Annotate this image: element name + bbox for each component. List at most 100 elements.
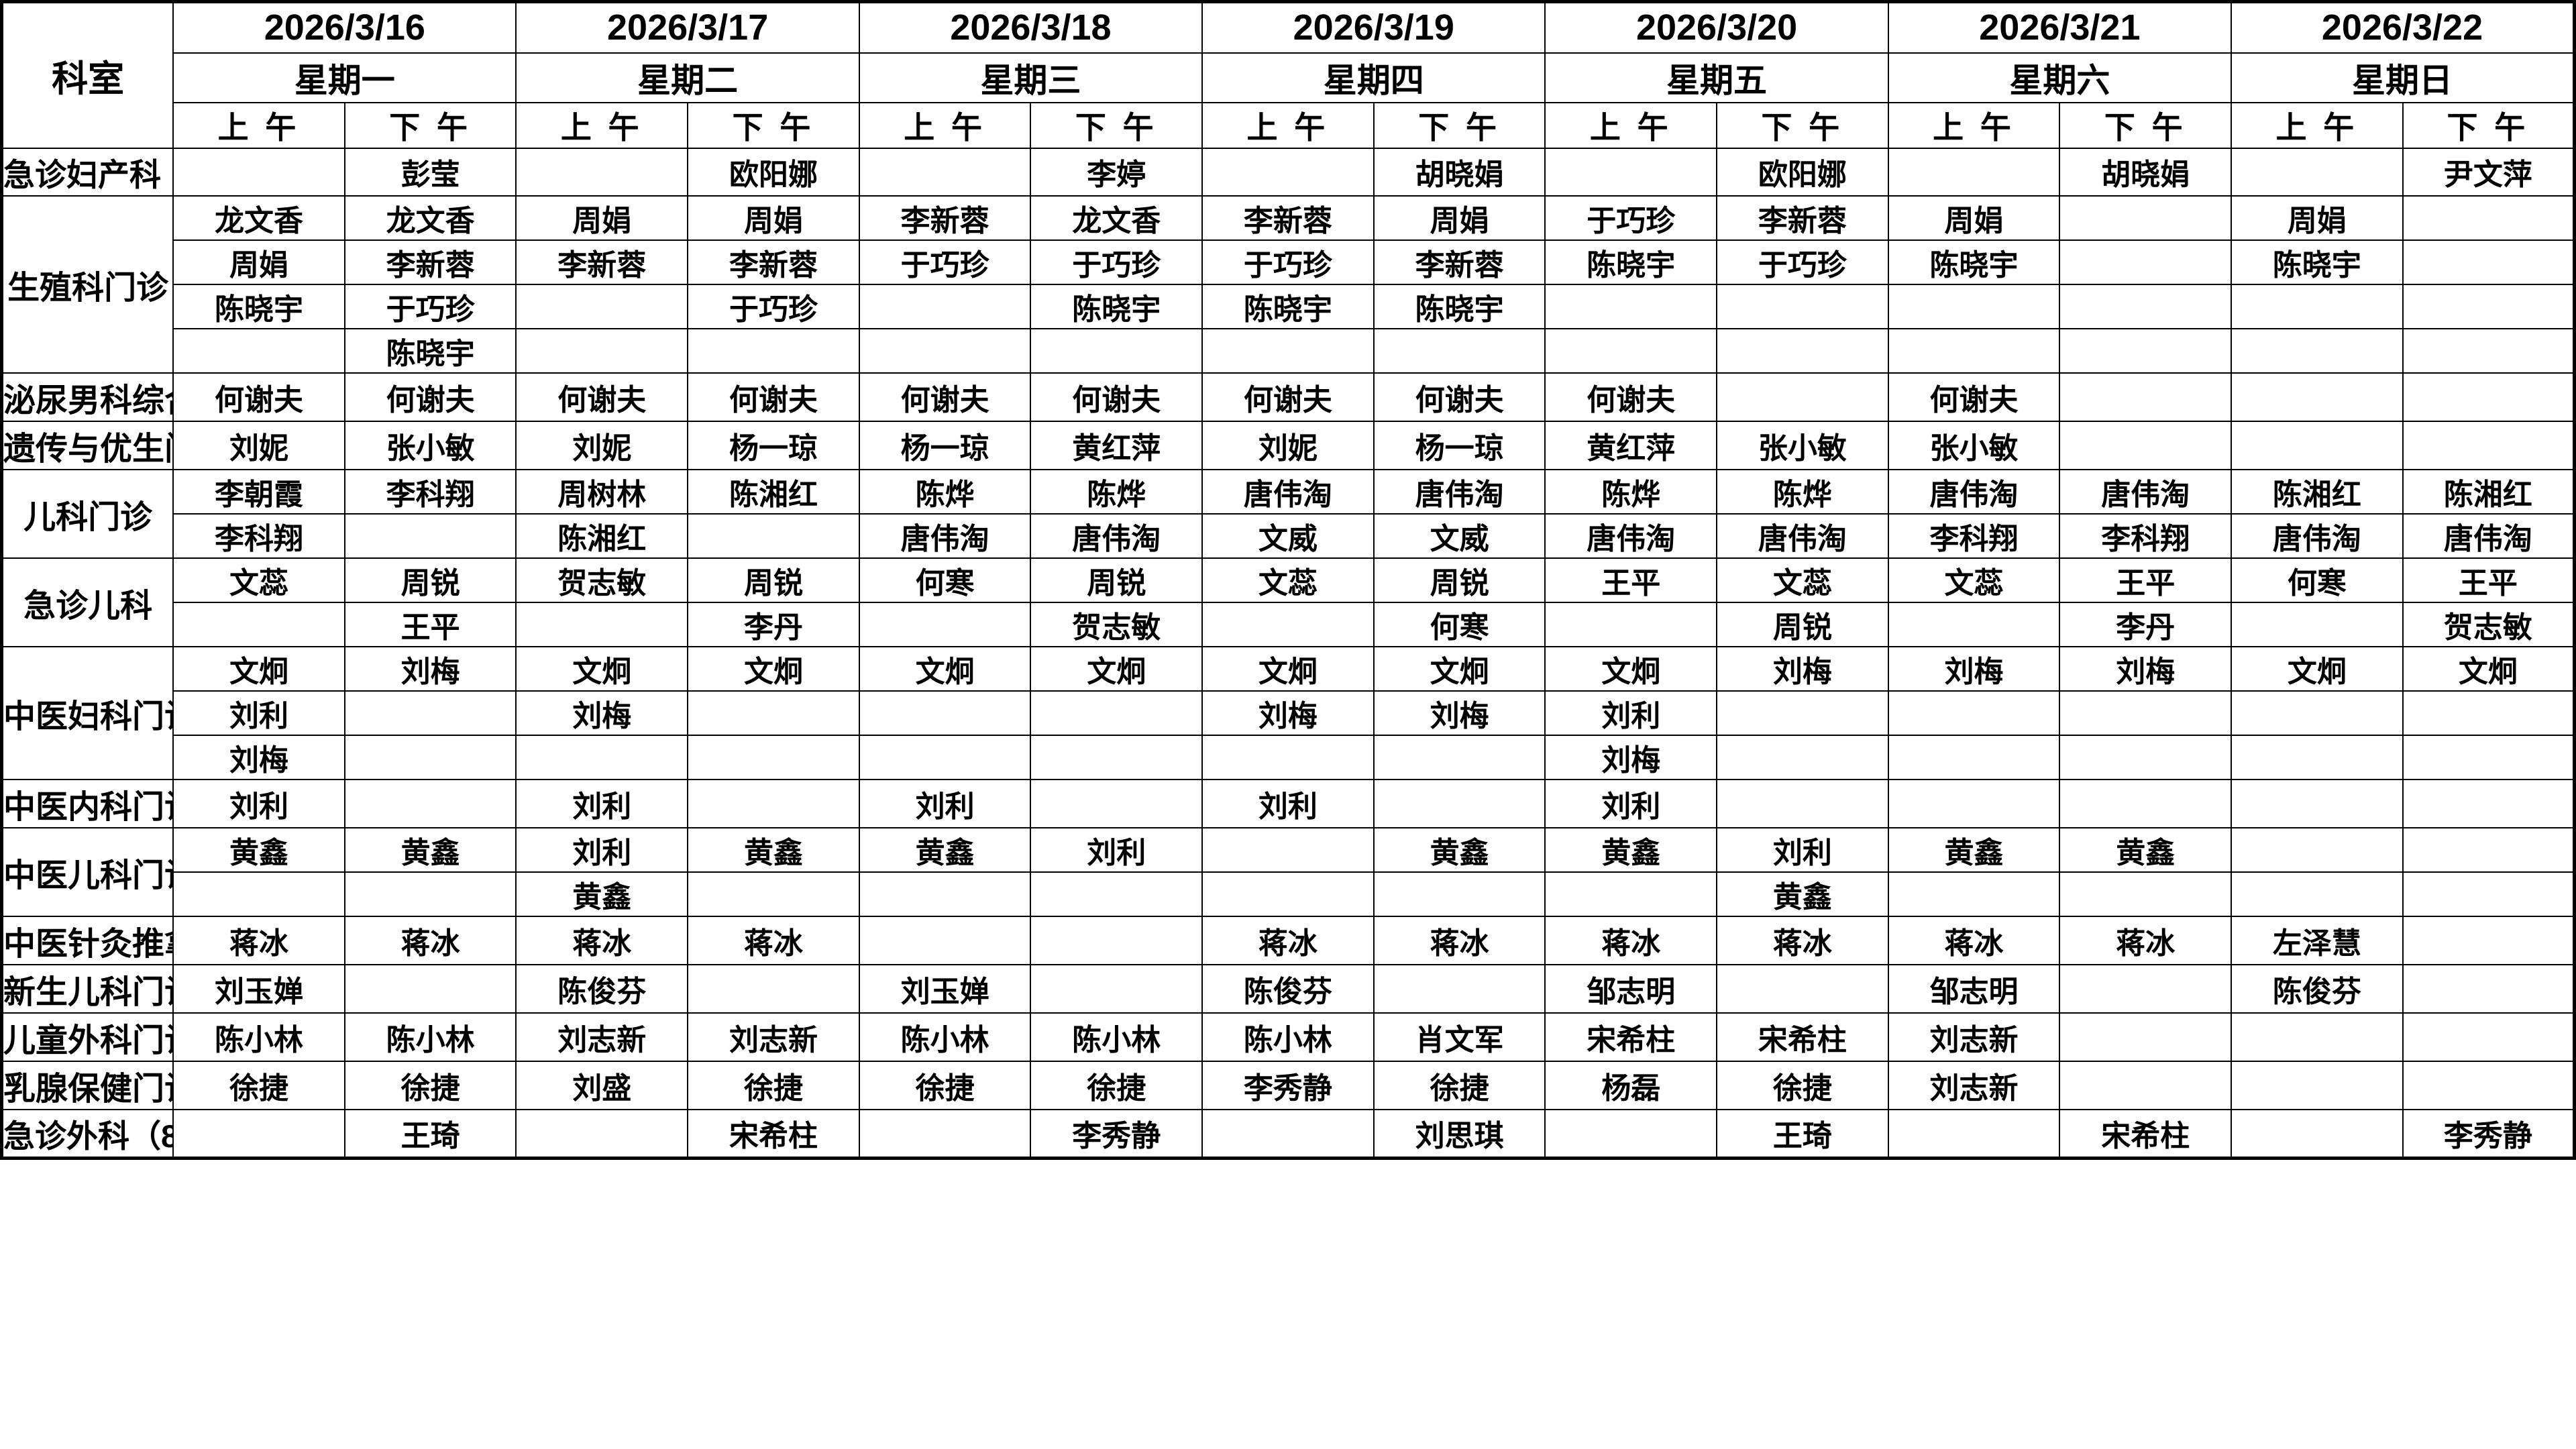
schedule-slot (1887, 734, 2061, 780)
schedule-slot: 唐伟淘 (1030, 513, 1203, 559)
schedule-slot: 刘玉婵 (172, 963, 345, 1014)
header-pm-4: 下 午 (1373, 101, 1546, 149)
schedule-slot: 陈小林 (1201, 1012, 1375, 1062)
schedule-slot (1544, 327, 1718, 374)
schedule-slot (1201, 734, 1375, 780)
schedule-slot (2059, 195, 2233, 241)
schedule-slot (1373, 963, 1546, 1014)
schedule-slot: 黄鑫 (1373, 826, 1546, 873)
schedule-slot: 李新蓉 (1201, 195, 1375, 241)
schedule-slot (2402, 826, 2575, 873)
schedule-slot: 于巧珍 (858, 239, 1032, 285)
schedule-slot (515, 734, 689, 780)
schedule-slot (515, 327, 689, 374)
schedule-slot (2059, 963, 2233, 1014)
schedule-slot: 蒋冰 (515, 915, 689, 965)
schedule-slot: 左泽慧 (2231, 915, 2404, 965)
schedule-slot (2402, 327, 2575, 374)
schedule-slot: 宋希柱 (2059, 1108, 2233, 1159)
schedule-slot: 贺志敏 (2402, 601, 2575, 647)
schedule-slot: 陈俊芬 (2231, 963, 2404, 1014)
schedule-slot: 陈小林 (172, 1012, 345, 1062)
schedule-slot: 张小敏 (343, 420, 517, 470)
schedule-slot: 陈小林 (858, 1012, 1032, 1062)
header-date-5: 2026/3/20 (1544, 1, 1889, 54)
schedule-slot: 邹志明 (1544, 963, 1718, 1014)
schedule-slot: 宋希柱 (687, 1108, 860, 1159)
schedule-slot (515, 601, 689, 647)
schedule-slot: 龙文香 (172, 195, 345, 241)
header-weekday-5: 星期五 (1544, 52, 1889, 103)
schedule-slot: 黄鑫 (1544, 826, 1718, 873)
schedule-slot (2231, 734, 2404, 780)
schedule-slot: 刘妮 (515, 420, 689, 470)
schedule-slot: 何谢夫 (172, 372, 345, 422)
schedule-slot: 何谢夫 (1030, 372, 1203, 422)
department-name: 生殖科门诊 (1, 195, 174, 374)
schedule-row: 急诊妇产科（17:00-21:00） 彭莹 欧阳娜 李婷 胡晓娟 欧阳娜 胡晓娟 尹文萍 (1, 147, 2575, 197)
schedule-row: 儿科门诊 李朝霞 李科翔 周树林 陈湘红 陈烨 陈烨 唐伟淘 唐伟淘 陈烨 陈烨 唐伟淘 唐伟淘 陈湘红陈… (1, 468, 2575, 559)
schedule-slot: 宋希柱 (1544, 1012, 1718, 1062)
schedule-slot: 刘利 (172, 690, 345, 736)
schedule-slot (2402, 778, 2575, 828)
schedule-slot (1030, 734, 1203, 780)
schedule-slot: 龙文香 (1030, 195, 1203, 241)
schedule-slot: 何寒 (1373, 601, 1546, 647)
schedule-slot (2231, 283, 2404, 329)
schedule-slot (343, 871, 517, 917)
schedule-slot (1544, 147, 1718, 197)
department-name: 急诊外科（8：00-次日8:00） (1, 1108, 174, 1159)
schedule-slot (343, 734, 517, 780)
schedule-slot: 唐伟淘 (1716, 513, 1889, 559)
schedule-slot: 于巧珍 (1201, 239, 1375, 285)
schedule-slot (1716, 778, 1889, 828)
department-name: 急诊妇产科（17:00-21:00） (1, 147, 174, 197)
schedule-slot: 李新蓉 (343, 239, 517, 285)
schedule-slot: 黄鑫 (343, 826, 517, 873)
schedule-slot: 周锐 (1373, 557, 1546, 603)
schedule-slot (1373, 871, 1546, 917)
schedule-slot (2402, 239, 2575, 285)
schedule-slot: 贺志敏 (515, 557, 689, 603)
schedule-slot: 陈晓宇 (1201, 283, 1375, 329)
schedule-slot: 李科翔 (1887, 513, 2061, 559)
schedule-slot: 胡晓娟 (1373, 147, 1546, 197)
schedule-slot: 何谢夫 (687, 372, 860, 422)
schedule-slot: 陈俊芬 (515, 963, 689, 1014)
schedule-slot (687, 513, 860, 559)
schedule-slot (2402, 915, 2575, 965)
header-date-2: 2026/3/17 (515, 1, 860, 54)
schedule-slot (2059, 734, 2233, 780)
schedule-slot: 周树林 (515, 468, 689, 515)
schedule-slot: 李丹 (687, 601, 860, 647)
schedule-slot (1887, 871, 2061, 917)
schedule-slot (2402, 372, 2575, 422)
schedule-slot: 李婷 (1030, 147, 1203, 197)
schedule-slot (1030, 327, 1203, 374)
header-weekday-7: 星期日 (2231, 52, 2575, 103)
department-name: 急诊儿科 (1, 557, 174, 647)
schedule-slot: 周娟 (687, 195, 860, 241)
schedule-slot: 刘利 (1716, 826, 1889, 873)
schedule-slot: 文炯 (687, 645, 860, 692)
schedule-slot: 陈小林 (343, 1012, 517, 1062)
schedule-row: 急诊外科（8：00-次日8:00） 王琦 宋希柱 李秀静 刘思琪 王琦 宋希柱 李秀静 (1, 1108, 2575, 1159)
schedule-slot: 王琦 (343, 1108, 517, 1159)
schedule-slot: 李新蓉 (515, 239, 689, 285)
schedule-slot: 刘志新 (515, 1012, 689, 1062)
schedule-slot: 龙文香 (343, 195, 517, 241)
schedule-slot: 周娟 (515, 195, 689, 241)
schedule-slot (2059, 283, 2233, 329)
schedule-slot (2402, 871, 2575, 917)
schedule-slot (1716, 283, 1889, 329)
header-department-label: 科室 (1, 1, 174, 149)
department-name: 新生儿科门诊 (1, 963, 174, 1014)
schedule-slot: 蒋冰 (1201, 915, 1375, 965)
schedule-slot: 何谢夫 (858, 372, 1032, 422)
schedule-slot (2402, 734, 2575, 780)
schedule-slot: 李朝霞 (172, 468, 345, 515)
schedule-slot: 蒋冰 (1887, 915, 2061, 965)
schedule-slot (2231, 327, 2404, 374)
schedule-slot: 欧阳娜 (687, 147, 860, 197)
schedule-slot (1201, 1108, 1375, 1159)
